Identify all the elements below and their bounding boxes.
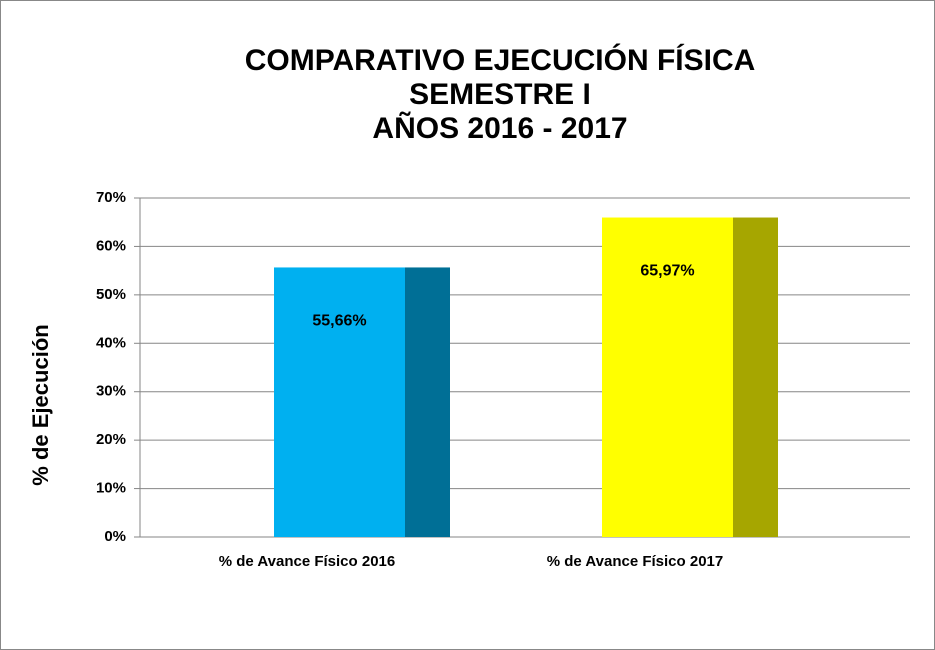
chart-title: AÑOS 2016 - 2017 — [372, 111, 627, 145]
y-tick-label: 70% — [96, 189, 126, 206]
chart-title: COMPARATIVO EJECUCIÓN FÍSICA — [245, 43, 756, 77]
y-tick-label: 60% — [96, 237, 126, 254]
y-tick-label: 30% — [96, 383, 126, 400]
y-tick-label: 20% — [96, 431, 126, 448]
y-axis-label: % de Ejecución — [28, 324, 53, 485]
bar — [602, 217, 733, 537]
y-tick-label: 10% — [96, 480, 126, 497]
x-tick-label: % de Avance Físico 2017 — [547, 553, 723, 570]
x-tick-label: % de Avance Físico 2016 — [219, 553, 395, 570]
y-tick-label: 0% — [104, 528, 126, 545]
bar-side — [733, 217, 778, 537]
y-tick-label: 40% — [96, 334, 126, 351]
bar-side — [405, 267, 450, 537]
data-label: 65,97% — [640, 263, 694, 280]
y-tick-label: 50% — [96, 286, 126, 303]
data-label: 55,66% — [312, 313, 366, 330]
chart-title: SEMESTRE I — [409, 78, 591, 111]
bar — [274, 267, 405, 537]
